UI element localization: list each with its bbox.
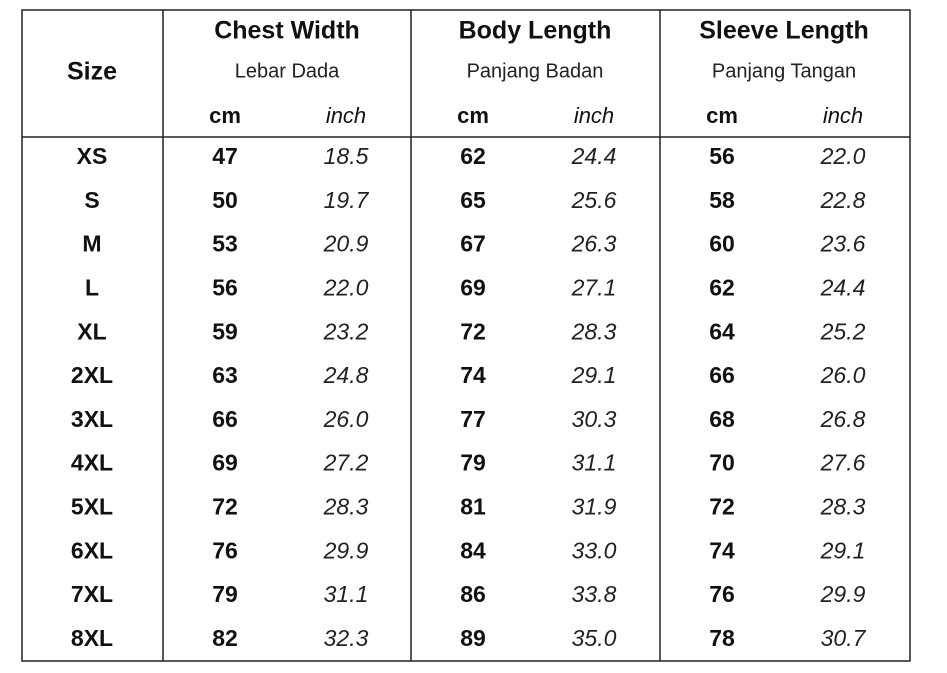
inch-cell: 28.3 [323,493,369,519]
inch-cell: 31.1 [324,581,369,607]
cm-cell: 66 [212,406,238,432]
unit-label: inch [326,103,366,128]
cm-cell: 72 [709,493,735,519]
inch-cell: 31.9 [572,493,617,519]
group-title: Chest Width [214,17,360,45]
inch-cell: 25.6 [571,187,617,213]
inch-cell: 30.7 [821,625,867,651]
inch-cell: 26.0 [820,362,866,388]
size-cell: XL [77,318,106,344]
inch-cell: 31.1 [572,450,617,476]
size-cell: 6XL [71,537,113,563]
size-cell: L [85,274,99,300]
cm-cell: 79 [212,581,238,607]
cm-cell: 65 [460,187,486,213]
cm-cell: 69 [212,450,238,476]
unit-label: cm [209,103,241,128]
size-cell: 7XL [71,581,113,607]
unit-label: inch [823,103,863,128]
cm-cell: 50 [212,187,238,213]
cm-cell: 82 [212,625,238,651]
size-cell: M [82,231,101,257]
inch-cell: 30.3 [572,406,617,432]
inch-cell: 22.0 [820,143,866,169]
cm-cell: 58 [709,187,735,213]
cm-cell: 76 [212,537,238,563]
inch-cell: 25.2 [820,318,866,344]
cm-cell: 59 [212,318,238,344]
cm-cell: 53 [212,231,238,257]
inch-cell: 22.8 [820,187,866,213]
inch-cell: 28.3 [571,318,617,344]
inch-cell: 29.9 [820,581,866,607]
inch-cell: 23.6 [820,231,866,257]
size-header: Size [67,58,117,86]
group-subtitle: Panjang Badan [467,60,604,82]
inch-cell: 26.0 [323,406,369,432]
inch-cell: 22.0 [323,274,369,300]
inch-cell: 32.3 [324,625,369,651]
cm-cell: 72 [212,493,238,519]
cm-cell: 63 [212,362,238,388]
inch-cell: 29.1 [820,537,866,563]
inch-cell: 26.3 [571,231,617,257]
size-cell: 3XL [71,406,113,432]
inch-cell: 27.1 [571,274,617,300]
table-border [21,9,911,662]
cm-cell: 64 [709,318,735,344]
cm-cell: 67 [460,231,486,257]
cm-cell: 89 [460,625,486,651]
cm-cell: 74 [460,362,486,388]
size-cell: XS [77,143,108,169]
size-cell: 5XL [71,493,113,519]
inch-cell: 23.2 [323,318,369,344]
cm-cell: 68 [709,406,735,432]
inch-cell: 20.9 [323,231,369,257]
inch-cell: 33.0 [572,537,617,563]
cm-cell: 72 [460,318,486,344]
inch-cell: 24.8 [323,362,369,388]
cm-cell: 70 [709,450,735,476]
cm-cell: 56 [212,274,238,300]
cm-cell: 62 [709,274,735,300]
cm-cell: 60 [709,231,735,257]
inch-cell: 28.3 [820,493,866,519]
cm-cell: 76 [709,581,735,607]
cm-cell: 47 [212,143,238,169]
unit-label: cm [706,103,738,128]
cm-cell: 84 [460,537,486,563]
group-subtitle: Lebar Dada [235,60,340,82]
size-cell: S [84,187,99,213]
cm-cell: 77 [460,406,486,432]
unit-label: cm [457,103,489,128]
inch-cell: 18.5 [324,143,369,169]
cm-cell: 79 [460,450,486,476]
group-title: Body Length [459,17,612,45]
inch-cell: 35.0 [572,625,617,651]
cm-cell: 78 [709,625,735,651]
inch-cell: 27.6 [820,450,866,476]
inch-cell: 29.1 [571,362,617,388]
cm-cell: 66 [709,362,735,388]
cm-cell: 74 [709,537,735,563]
inch-cell: 27.2 [323,450,369,476]
cm-cell: 86 [460,581,486,607]
cm-cell: 69 [460,274,486,300]
inch-cell: 33.8 [572,581,617,607]
inch-cell: 19.7 [324,187,370,213]
size-cell: 2XL [71,362,113,388]
inch-cell: 24.4 [820,274,866,300]
cm-cell: 56 [709,143,735,169]
group-title: Sleeve Length [699,17,869,45]
size-cell: 8XL [71,625,113,651]
inch-cell: 29.9 [323,537,369,563]
unit-label: inch [574,103,614,128]
cm-cell: 81 [460,493,486,519]
group-subtitle: Panjang Tangan [712,60,856,82]
inch-cell: 24.4 [571,143,617,169]
cm-cell: 62 [460,143,486,169]
size-cell: 4XL [71,450,113,476]
inch-cell: 26.8 [820,406,866,432]
